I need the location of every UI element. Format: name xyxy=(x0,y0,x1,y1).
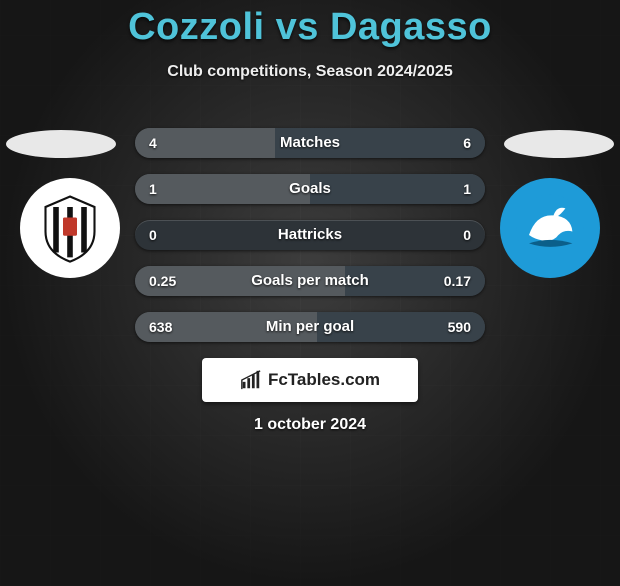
stat-row: Matches4 6 xyxy=(135,128,485,158)
chart-icon xyxy=(240,369,262,391)
stat-value-right: 0.17 xyxy=(444,266,471,296)
player-placeholder-left xyxy=(6,130,116,158)
brand-badge[interactable]: FcTables.com xyxy=(202,358,418,402)
stat-row: Goals1 1 xyxy=(135,174,485,204)
shield-stripes-icon xyxy=(35,193,105,263)
stat-value-left: 0 xyxy=(149,220,157,250)
dolphin-icon xyxy=(515,193,585,263)
page-title: Cozzoli vs Dagasso xyxy=(0,6,620,49)
stat-row: Hattricks0 0 xyxy=(135,220,485,250)
stat-value-left: 638 xyxy=(149,312,172,342)
stat-row: Goals per match0.25 0.17 xyxy=(135,266,485,296)
stat-value-left: 4 xyxy=(149,128,157,158)
club-logo-left xyxy=(20,178,120,278)
date-label: 1 october 2024 xyxy=(0,416,620,434)
stats-container: Matches4 6 Goals1 1 Hattricks0 0 Goals per mat… xyxy=(135,128,485,358)
stat-label: Matches xyxy=(135,128,485,158)
page-subtitle: Club competitions, Season 2024/2025 xyxy=(0,63,620,81)
stat-row: Min per goal638 590 xyxy=(135,312,485,342)
stat-value-left: 0.25 xyxy=(149,266,176,296)
stat-label: Hattricks xyxy=(135,220,485,250)
stat-label: Goals per match xyxy=(135,266,485,296)
stat-value-right: 0 xyxy=(463,220,471,250)
stat-value-right: 590 xyxy=(448,312,471,342)
stat-label: Min per goal xyxy=(135,312,485,342)
player-placeholder-right xyxy=(504,130,614,158)
stat-value-right: 6 xyxy=(463,128,471,158)
club-logo-right xyxy=(500,178,600,278)
stat-label: Goals xyxy=(135,174,485,204)
stat-value-left: 1 xyxy=(149,174,157,204)
brand-text: FcTables.com xyxy=(268,370,380,390)
stat-value-right: 1 xyxy=(463,174,471,204)
